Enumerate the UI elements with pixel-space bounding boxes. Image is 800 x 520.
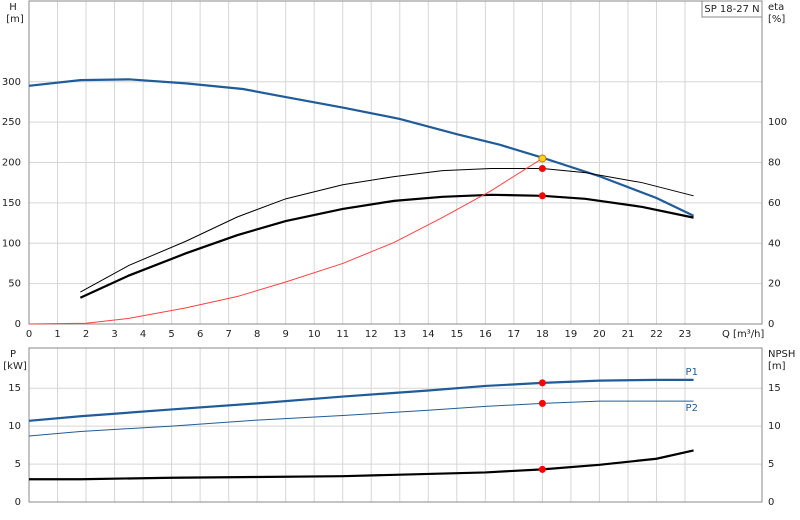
curve	[29, 449, 694, 481]
x-tick-label: 23	[679, 329, 692, 340]
y2-tick-label: 20	[768, 279, 781, 290]
duty-point	[538, 165, 546, 173]
curve	[80, 168, 694, 293]
y-tick-label: 15	[8, 383, 21, 394]
curve	[79, 193, 694, 299]
y-tick-label: 300	[2, 77, 21, 88]
y2-tick-label: 60	[768, 198, 781, 209]
x-tick-label: 5	[168, 329, 174, 340]
duty-point	[538, 192, 546, 200]
duty-point	[538, 379, 546, 387]
curve	[28, 378, 694, 422]
x-tick-label: 10	[308, 329, 321, 340]
y-tick-label: 250	[2, 117, 21, 128]
y-axis-unit: [m]	[6, 14, 24, 25]
x-tick-label: 4	[140, 329, 146, 340]
y2-tick-label: 100	[768, 117, 787, 128]
y-tick-label: 100	[2, 238, 21, 249]
curve	[28, 78, 695, 217]
y-tick-label: 50	[8, 279, 21, 290]
curve	[28, 400, 694, 437]
y-tick-label: 0	[15, 497, 21, 508]
y-tick-label: 5	[15, 459, 21, 470]
duty-point	[538, 465, 546, 473]
y2-axis-label: eta	[768, 2, 784, 13]
plot-frame	[28, 347, 763, 503]
y2-tick-label: 5	[768, 459, 774, 470]
title-box	[701, 0, 763, 18]
y2-tick-label: 15	[768, 383, 781, 394]
x-tick-label: 9	[283, 329, 289, 340]
y2-tick-label: 0	[768, 497, 774, 508]
x-tick-label: 18	[536, 329, 549, 340]
chart-title: SP 18-27 N	[704, 4, 759, 15]
y2-tick-label: 40	[768, 238, 781, 249]
y2-tick-label: 10	[768, 421, 781, 432]
x-tick-label: 20	[593, 329, 606, 340]
x-tick-label: 19	[565, 329, 578, 340]
y-tick-label: 0	[15, 319, 21, 330]
x-tick-label: 21	[622, 329, 635, 340]
x-tick-label: 11	[336, 329, 349, 340]
y-tick-label: 150	[2, 198, 21, 209]
x-tick-label: 0	[26, 329, 32, 340]
x-axis-label: Q [m³/h]	[722, 329, 764, 340]
x-tick-label: 2	[83, 329, 89, 340]
curve	[28, 158, 543, 325]
y2-tick-label: 80	[768, 158, 781, 169]
x-tick-label: 14	[422, 329, 435, 340]
x-tick-label: 6	[197, 329, 203, 340]
y-tick-label: 10	[8, 421, 21, 432]
x-tick-label: 15	[450, 329, 463, 340]
x-tick-label: 7	[225, 329, 231, 340]
series-label: P1	[686, 367, 698, 378]
y2-axis-label: NPSH	[768, 349, 795, 360]
y2-axis-unit: [m]	[768, 361, 786, 372]
x-tick-label: 22	[650, 329, 663, 340]
y2-tick-label: 0	[768, 319, 774, 330]
y-tick-label: 200	[2, 158, 21, 169]
y2-axis-unit: [%]	[768, 14, 785, 25]
x-tick-label: 12	[365, 329, 378, 340]
x-tick-label: 3	[111, 329, 117, 340]
y-axis-label: H	[9, 2, 17, 13]
y-axis-label: P	[10, 349, 16, 360]
x-tick-label: 8	[254, 329, 260, 340]
plot-frame	[28, 0, 763, 325]
duty-point	[538, 399, 546, 407]
x-tick-label: 16	[479, 329, 492, 340]
x-tick-label: 1	[54, 329, 60, 340]
x-tick-label: 17	[507, 329, 520, 340]
series-label: P2	[686, 403, 698, 414]
duty-point	[538, 154, 547, 163]
x-tick-label: 13	[393, 329, 406, 340]
y-axis-unit: [kW]	[3, 361, 27, 372]
